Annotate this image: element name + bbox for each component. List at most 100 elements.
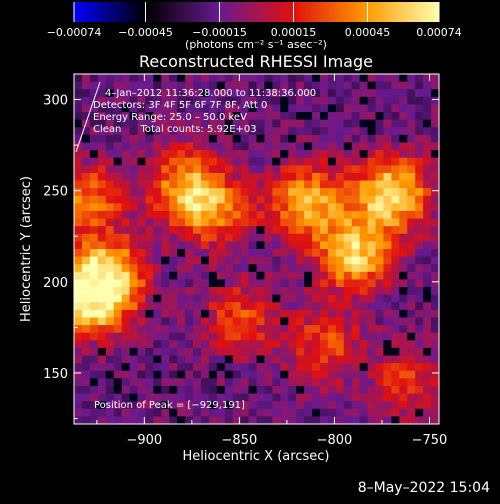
heatmap-cell xyxy=(343,127,353,136)
heatmap-cell xyxy=(81,347,91,357)
heatmap-cell xyxy=(81,294,91,303)
heatmap-cell xyxy=(431,210,439,220)
heatmap-cell xyxy=(81,157,91,166)
heatmap-cell xyxy=(359,89,369,98)
heatmap-cell xyxy=(256,188,266,197)
heatmap-cell xyxy=(224,287,234,296)
heatmap-cell xyxy=(208,127,218,136)
heatmap-cell xyxy=(288,210,297,220)
heatmap-cell xyxy=(319,134,329,144)
heatmap-cell xyxy=(193,309,202,319)
heatmap-cell xyxy=(351,89,361,98)
heatmap-cell xyxy=(391,112,400,121)
heatmap-cell xyxy=(113,89,123,98)
heatmap-cell xyxy=(193,340,202,349)
heatmap-cell xyxy=(304,150,313,159)
heatmap-cell xyxy=(359,96,369,106)
heatmap-cell xyxy=(193,89,202,98)
heatmap-cell xyxy=(200,74,210,83)
heatmap-cell xyxy=(169,104,178,113)
heatmap-cell xyxy=(224,134,234,144)
heatmap-cell xyxy=(312,378,321,387)
heatmap-cell xyxy=(335,96,345,106)
heatmap-cell xyxy=(288,119,297,128)
heatmap-cell xyxy=(232,210,242,220)
heatmap-cell xyxy=(74,340,83,349)
heatmap-cell xyxy=(177,188,186,197)
heatmap-cell xyxy=(256,294,266,303)
heatmap-cell xyxy=(208,287,218,296)
heatmap-cell xyxy=(161,302,170,311)
heatmap-cell xyxy=(383,188,392,197)
heatmap-cell xyxy=(327,309,337,319)
heatmap-cell xyxy=(248,271,258,281)
heatmap-cell xyxy=(375,370,385,379)
heatmap-cell xyxy=(81,233,91,242)
heatmap-cell xyxy=(296,210,305,220)
heatmap-cell xyxy=(161,203,170,212)
heatmap-cell xyxy=(359,180,369,189)
heatmap-cell xyxy=(105,408,115,417)
heatmap-cell xyxy=(232,363,242,372)
heatmap-cell xyxy=(296,302,305,311)
heatmap-cell xyxy=(327,89,337,98)
heatmap-cell xyxy=(264,401,273,410)
heatmap-cell xyxy=(343,325,353,334)
heatmap-cell xyxy=(288,317,297,326)
heatmap-cell xyxy=(177,104,186,113)
colorbar-tick-label: 0.00015 xyxy=(271,26,317,39)
heatmap-cell xyxy=(343,264,353,273)
heatmap-cell xyxy=(113,226,123,235)
heatmap-cell xyxy=(240,233,250,242)
heatmap-cell xyxy=(375,233,385,242)
heatmap-cell xyxy=(113,416,123,424)
heatmap-cell xyxy=(375,172,385,182)
heatmap-cell xyxy=(200,226,210,235)
heatmap-cell xyxy=(193,157,202,166)
heatmap-cell xyxy=(256,96,266,106)
heatmap-cell xyxy=(335,401,345,410)
heatmap-cell xyxy=(327,385,337,395)
heatmap-cell xyxy=(304,134,313,144)
heatmap-cell xyxy=(312,317,321,326)
heatmap-cell xyxy=(153,127,162,136)
heatmap-cell xyxy=(105,317,115,326)
heatmap-cell xyxy=(351,249,361,258)
heatmap-cell xyxy=(423,264,432,273)
heatmap-cell xyxy=(431,317,439,326)
heatmap-cell xyxy=(375,112,385,121)
heatmap-cell xyxy=(208,279,218,288)
heatmap-cell xyxy=(216,249,226,258)
heatmap-cell xyxy=(97,363,107,372)
heatmap-cell xyxy=(129,249,139,258)
heatmap-cell xyxy=(81,401,91,410)
heatmap-cell xyxy=(312,180,321,189)
heatmap-cell xyxy=(248,408,258,417)
heatmap-cell xyxy=(200,119,210,128)
heatmap-cell xyxy=(327,127,337,136)
heatmap-cell xyxy=(200,165,210,174)
heatmap-cell xyxy=(431,363,439,372)
heatmap-cell xyxy=(383,385,392,395)
heatmap-cell xyxy=(415,309,424,319)
heatmap-cell xyxy=(129,81,139,90)
heatmap-cell xyxy=(256,363,266,372)
heatmap-cell xyxy=(343,287,353,296)
heatmap-cell xyxy=(431,226,439,235)
heatmap-cell xyxy=(304,112,313,121)
heatmap-cell xyxy=(423,119,432,128)
heatmap-cell xyxy=(185,241,194,250)
heatmap-cell xyxy=(351,195,361,204)
heatmap-cell xyxy=(121,157,131,166)
heatmap-cell xyxy=(280,287,289,296)
heatmap-cell xyxy=(288,401,297,410)
heatmap-cell xyxy=(359,385,369,395)
heatmap-cell xyxy=(129,157,139,166)
heatmap-cell xyxy=(327,294,337,303)
heatmap-cell xyxy=(200,401,210,410)
heatmap-cell xyxy=(240,256,250,265)
heatmap-cell xyxy=(121,233,131,242)
heatmap-cell xyxy=(335,104,345,113)
heatmap-cell xyxy=(89,294,99,303)
heatmap-cell xyxy=(208,188,218,197)
